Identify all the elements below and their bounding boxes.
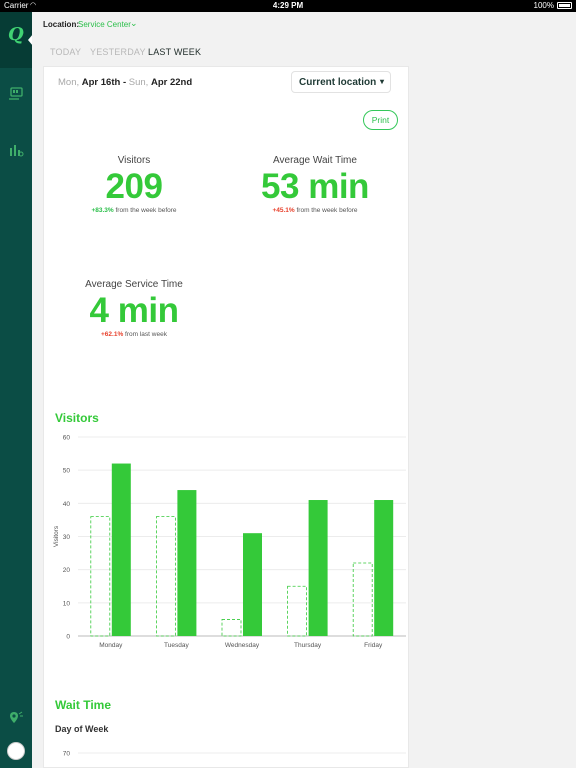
- bar-previous: [90, 516, 111, 637]
- y-tick-label: 0: [66, 634, 70, 641]
- location-label: Location:: [43, 20, 79, 29]
- bar-current: [243, 533, 262, 636]
- y-tick-label: 40: [63, 501, 71, 508]
- metric-title: Average Wait Time: [273, 155, 357, 166]
- y-tick-label: 30: [63, 534, 71, 541]
- wait-time-chart-title: Wait Time: [55, 698, 112, 712]
- visitors-bar-chart: 0 10 20 30 40 50 60 Visitors Monday Tuesday Wednes…: [53, 435, 406, 649]
- status-bar: Carrier ◠ 4:29 PM 100%: [0, 0, 576, 12]
- location-selector[interactable]: Service Center: [78, 20, 131, 29]
- tab-last-week[interactable]: LAST WEEK: [148, 47, 202, 57]
- y-tick-label: 10: [63, 600, 71, 607]
- queue-icon[interactable]: [8, 86, 24, 102]
- report-card: Mon, Apr 16th - Sun, Apr 22nd Current lo…: [43, 66, 409, 768]
- y-tick-label: 70: [63, 751, 71, 758]
- carrier-label: Carrier: [4, 1, 29, 10]
- bar-previous: [352, 562, 373, 637]
- battery-percent: 100%: [533, 1, 554, 10]
- metric-wait-time: Average Wait Time 53 min +45.1% from the…: [240, 155, 390, 214]
- sidebar: Q: [0, 12, 33, 768]
- date-to-day: Sun,: [128, 77, 149, 88]
- metric-service-time: Average Service Time 4 min +62.1% from l…: [64, 279, 204, 338]
- x-tick-label: Monday: [99, 642, 123, 649]
- active-indicator: [28, 34, 33, 46]
- print-button[interactable]: Print: [363, 110, 398, 130]
- x-tick-label: Thursday: [294, 642, 322, 649]
- delta-text: from the week before: [113, 207, 177, 214]
- wait-time-subtitle: Day of Week: [55, 724, 109, 734]
- metric-delta: +83.3% from the week before: [64, 207, 204, 214]
- analytics-icon[interactable]: [8, 142, 24, 158]
- metric-value: 53 min: [261, 167, 369, 206]
- visitors-chart-title: Visitors: [55, 411, 99, 425]
- chevron-down-icon[interactable]: ⌄: [130, 18, 138, 28]
- wifi-icon: ◠: [30, 2, 37, 9]
- location-icon[interactable]: [8, 710, 24, 726]
- date-from: Apr 16th: [81, 77, 121, 88]
- delta-percent: +83.3%: [91, 207, 114, 214]
- y-tick-label: 50: [63, 468, 71, 475]
- delta-percent: +45.1%: [272, 207, 295, 214]
- metric-value: 209: [105, 167, 163, 206]
- wait-time-chart: 70: [63, 751, 406, 758]
- header: Location: Service Center ⌄ TODAY YESTERD…: [32, 12, 576, 64]
- bar-previous: [156, 516, 176, 637]
- current-location-button[interactable]: Current location ▾: [291, 71, 391, 93]
- metric-delta: +62.1% from last week: [64, 331, 204, 338]
- bar-current: [111, 463, 131, 636]
- avatar[interactable]: [7, 742, 25, 760]
- chevron-down-icon: ▾: [379, 77, 384, 86]
- y-axis-label: Visitors: [53, 525, 60, 547]
- bar-current: [308, 500, 328, 636]
- y-tick-label: 60: [63, 435, 71, 442]
- date-separator: -: [120, 77, 129, 88]
- metric-title: Visitors: [117, 155, 151, 166]
- tab-today[interactable]: TODAY: [50, 47, 82, 57]
- delta-text: from last week: [123, 331, 167, 338]
- bar-previous: [221, 619, 242, 637]
- x-tick-label: Tuesday: [164, 642, 189, 649]
- date-from-day: Mon,: [58, 77, 80, 88]
- delta-percent: +62.1%: [101, 331, 124, 338]
- metric-visitors: Visitors 209 +83.3% from the week before: [64, 155, 204, 214]
- metric-value: 4 min: [89, 291, 179, 330]
- battery-icon: [557, 2, 572, 9]
- x-tick-label: Friday: [364, 642, 383, 649]
- y-tick-label: 20: [63, 567, 71, 574]
- date-range: Mon, Apr 16th - Sun, Apr 22nd: [58, 77, 192, 88]
- metric-title: Average Service Time: [85, 279, 183, 290]
- clock: 4:29 PM: [272, 1, 304, 10]
- date-to: Apr 22nd: [150, 77, 193, 88]
- bar-current: [374, 500, 394, 636]
- tab-yesterday[interactable]: YESTERDAY: [90, 47, 146, 57]
- sidebar-item-home[interactable]: Q: [0, 12, 33, 68]
- bar-current: [177, 490, 197, 636]
- bar-previous: [287, 585, 308, 637]
- x-tick-label: Wednesday: [225, 642, 260, 649]
- current-location-label: Current location: [299, 77, 377, 88]
- delta-text: from the week before: [294, 207, 358, 214]
- app-logo: Q: [8, 24, 24, 45]
- metric-delta: +45.1% from the week before: [240, 207, 390, 214]
